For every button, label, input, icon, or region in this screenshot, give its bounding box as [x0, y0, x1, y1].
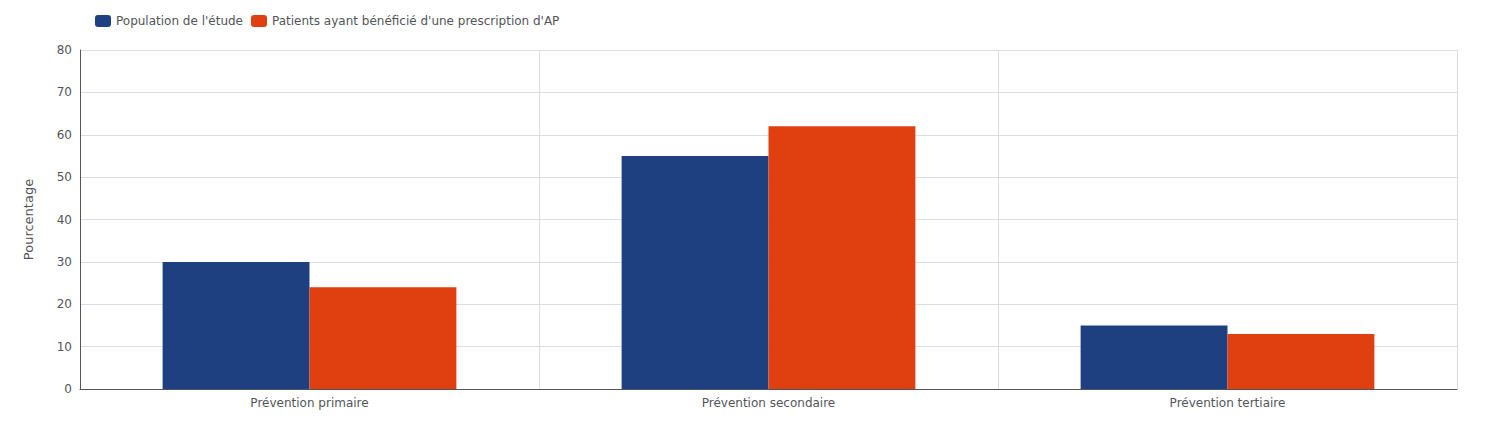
- svg-text:40: 40: [57, 213, 72, 227]
- svg-text:0: 0: [64, 382, 72, 396]
- svg-text:Prévention primaire: Prévention primaire: [250, 396, 368, 410]
- svg-text:70: 70: [57, 85, 72, 99]
- svg-text:60: 60: [57, 128, 72, 142]
- svg-text:Prévention secondaire: Prévention secondaire: [702, 396, 836, 410]
- svg-text:Pourcentage: Pourcentage: [21, 179, 36, 260]
- svg-text:30: 30: [57, 255, 72, 269]
- svg-text:Population de l'étude: Population de l'étude: [116, 14, 243, 28]
- svg-text:Prévention tertiaire: Prévention tertiaire: [1170, 396, 1286, 410]
- svg-text:Patients ayant bénéficié d'une: Patients ayant bénéficié d'une prescript…: [272, 14, 559, 28]
- svg-text:80: 80: [57, 43, 72, 57]
- svg-text:20: 20: [57, 297, 72, 311]
- svg-text:10: 10: [57, 340, 72, 354]
- svg-text:50: 50: [57, 170, 72, 184]
